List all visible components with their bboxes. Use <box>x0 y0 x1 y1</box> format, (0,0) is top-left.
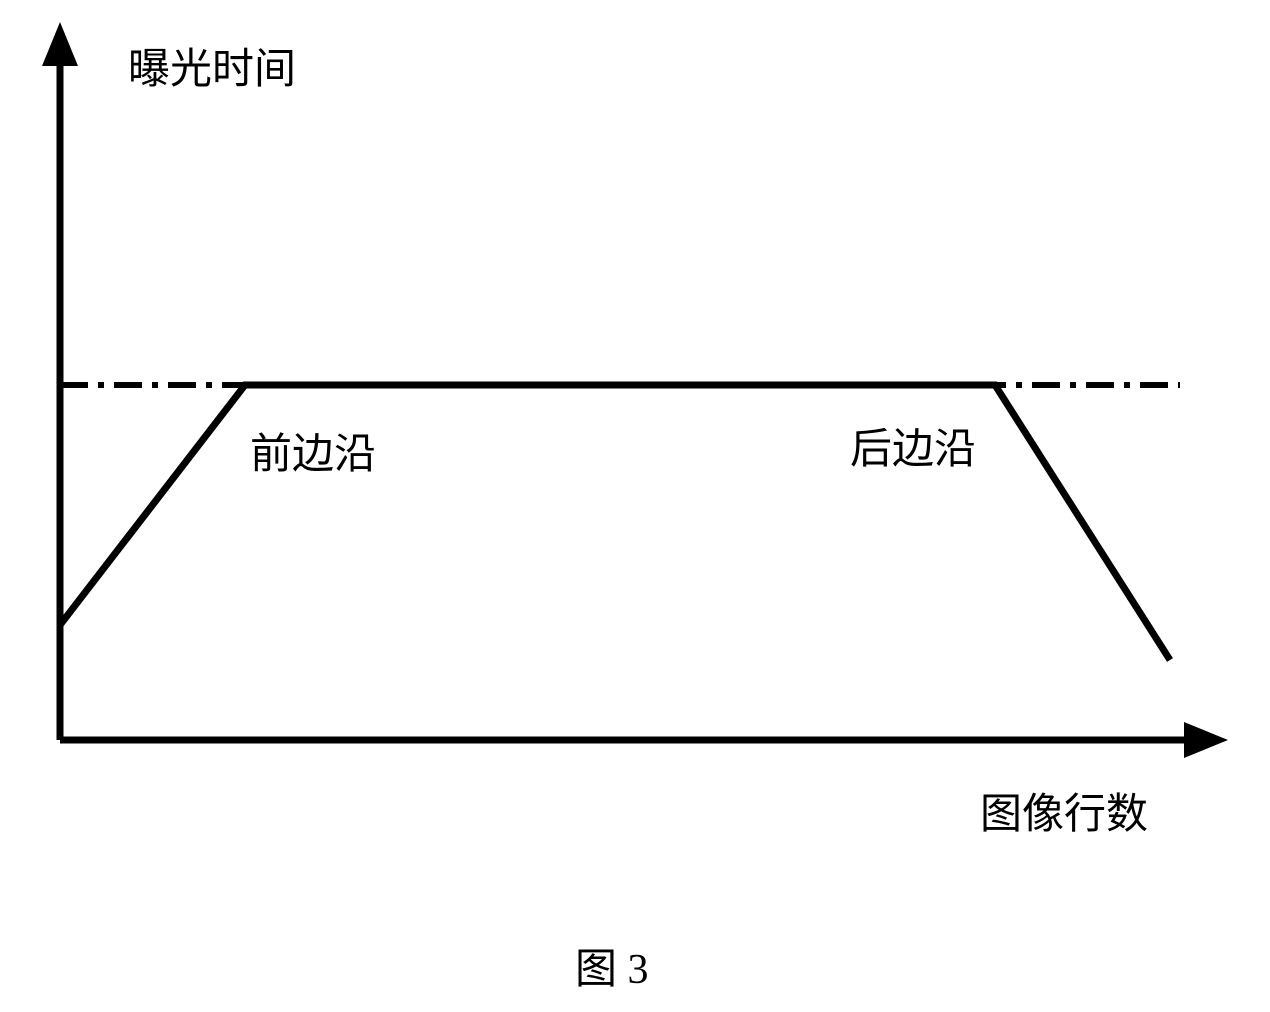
chart-svg <box>20 20 1250 990</box>
figure-caption: 图 3 <box>575 935 649 996</box>
front-edge-label: 前边沿 <box>250 420 376 481</box>
exposure-curve <box>60 385 1170 660</box>
x-axis-label: 图像行数 <box>980 780 1148 841</box>
y-axis-label: 曝光时间 <box>128 35 296 96</box>
y-axis-arrow <box>42 22 78 66</box>
diagram-container: 曝光时间 图像行数 前边沿 后边沿 图 3 <box>20 20 1250 990</box>
back-edge-label: 后边沿 <box>850 415 976 476</box>
x-axis-arrow <box>1184 722 1228 758</box>
